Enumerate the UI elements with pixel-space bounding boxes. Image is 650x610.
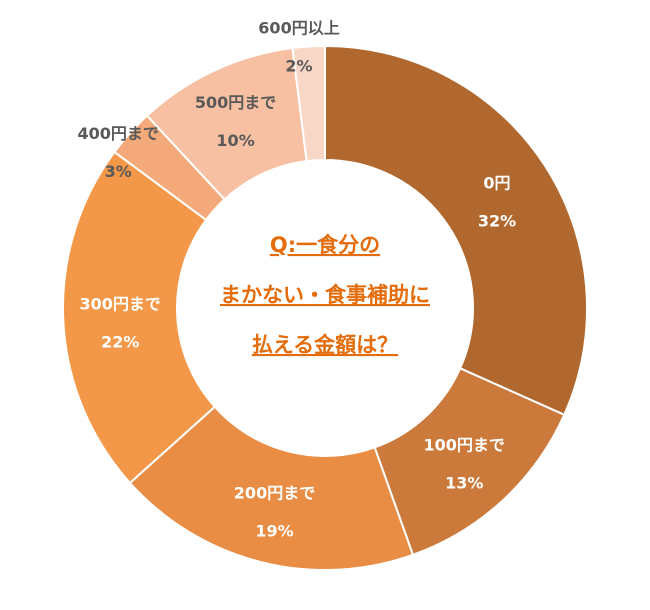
slice-category-label-2: 200円まで [234, 484, 315, 503]
slice-category-label-0: 0円 [483, 173, 510, 192]
slice-category-label-4: 400円まで [78, 124, 159, 143]
donut-slice-3 [62, 150, 217, 485]
donut-slices [62, 44, 588, 571]
slice-category-label-3: 300円まで [80, 295, 161, 314]
slice-category-label-1: 100円まで [424, 435, 505, 454]
donut-slice-6 [291, 44, 326, 163]
slice-value-label-3: 22% [101, 333, 139, 352]
slice-value-label-6: 2% [285, 56, 312, 75]
donut-slice-0 [324, 44, 588, 417]
slice-value-label-5: 10% [216, 131, 254, 150]
slice-category-label-6: 600円以上 [258, 18, 339, 37]
slice-labels: 0円 32% 100円まで 13% 200円まで 19% 300円まで 22% 400円まで 3%… [78, 18, 517, 540]
slice-value-label-2: 19% [255, 522, 293, 541]
slice-value-label-0: 32% [478, 211, 516, 230]
slice-value-label-1: 13% [445, 473, 483, 492]
slice-value-label-4: 3% [105, 162, 132, 181]
slice-category-label-5: 500円まで [195, 93, 276, 112]
donut-slice-2 [128, 405, 415, 571]
chart-title-line-1: Q:一食分の [270, 233, 380, 257]
chart-title-line-3: 払える金額は？ [252, 333, 398, 357]
chart-title-line-2: まかない・食事補助に [220, 283, 430, 307]
chart-title: Q:一食分の まかない・食事補助に 払える金額は？ [220, 233, 430, 357]
